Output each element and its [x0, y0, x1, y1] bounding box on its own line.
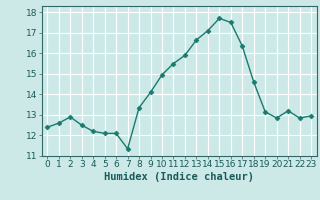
X-axis label: Humidex (Indice chaleur): Humidex (Indice chaleur): [104, 172, 254, 182]
